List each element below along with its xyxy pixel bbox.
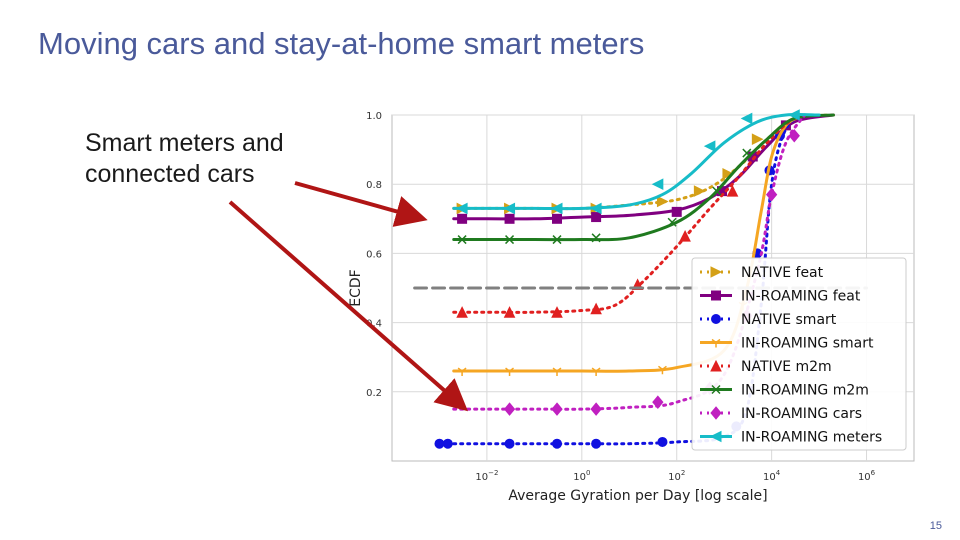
- data-point: [726, 185, 739, 197]
- data-point: [457, 235, 467, 245]
- data-point: [703, 140, 716, 152]
- legend-entry: NATIVE m2m: [741, 359, 832, 375]
- data-point: [552, 438, 563, 449]
- data-point: [591, 367, 601, 377]
- data-point: [552, 213, 563, 224]
- y-tick-label: 0.2: [366, 388, 382, 399]
- data-point: [589, 202, 602, 215]
- data-point: [788, 109, 800, 121]
- series-line: [452, 113, 835, 242]
- data-point: [503, 402, 516, 416]
- data-point: [788, 128, 800, 143]
- legend-entry: IN-ROAMING smart: [741, 336, 874, 352]
- callout-arrows: [228, 181, 469, 412]
- legend-marker: [711, 314, 721, 324]
- data-point: [679, 229, 691, 242]
- legend-marker: [710, 359, 722, 372]
- data-point: [667, 217, 677, 227]
- series-line: [452, 112, 821, 211]
- callout-text: Smart meters and connected cars: [85, 128, 284, 190]
- data-point: [457, 213, 468, 224]
- series-5: [452, 113, 835, 245]
- data-point: [505, 235, 515, 245]
- legend-marker: [710, 266, 723, 278]
- y-tick-label: 0.4: [366, 319, 382, 330]
- data-point: [505, 367, 515, 377]
- data-point: [722, 168, 735, 180]
- page-number: 15: [929, 520, 942, 532]
- data-point: [742, 148, 752, 158]
- data-point: [591, 233, 601, 243]
- callout-line-2: connected cars: [85, 160, 255, 188]
- data-point: [591, 212, 602, 223]
- callout-line-1: Smart meters and: [85, 129, 284, 157]
- data-point: [740, 112, 753, 125]
- data-point: [550, 202, 563, 215]
- x-tick-label: 106: [858, 469, 876, 483]
- data-point: [551, 306, 563, 318]
- series-line: [452, 113, 821, 314]
- series-7: [452, 109, 821, 215]
- data-point: [751, 133, 764, 146]
- x-tick-label: 10−2: [475, 469, 498, 483]
- data-point: [656, 195, 669, 208]
- data-point: [434, 438, 445, 449]
- callout-arrow-cars: [228, 200, 469, 412]
- legend-entry: IN-ROAMING feat: [741, 289, 861, 305]
- data-point: [591, 438, 602, 449]
- data-point: [657, 365, 667, 375]
- axes: 0.2 0.4 0.6 0.8 1.0 10−2 100 102 104 106 Average G…: [348, 111, 876, 504]
- series-line: [452, 113, 807, 411]
- legend-marker: [709, 430, 722, 443]
- data-point: [503, 306, 516, 318]
- x-axis-label: Average Gyration per Day [log scale]: [508, 488, 767, 504]
- data-point: [765, 187, 778, 202]
- legend-marker: [710, 406, 722, 420]
- y-tick-label: 0.6: [366, 249, 382, 260]
- data-point: [590, 302, 602, 315]
- legend-entry: IN-ROAMING m2m: [741, 383, 869, 399]
- data-point: [504, 213, 515, 224]
- data-point: [712, 186, 722, 196]
- data-point: [652, 395, 664, 409]
- data-point: [455, 202, 468, 215]
- data-point: [442, 438, 453, 449]
- data-point: [651, 178, 664, 191]
- legend: NATIVE feat IN-ROAMING feat NATIVE smart IN…: [691, 257, 907, 451]
- series-4: [452, 113, 821, 318]
- data-point: [504, 438, 515, 449]
- legend-entry: NATIVE smart: [741, 312, 837, 328]
- data-point: [657, 436, 668, 447]
- legend-entry: NATIVE feat: [741, 265, 824, 281]
- legend-entry: IN-ROAMING meters: [741, 430, 882, 446]
- x-tick-label: 100: [573, 469, 590, 483]
- x-tick-label: 104: [763, 469, 781, 483]
- legend-entry: IN-ROAMING cars: [741, 406, 862, 422]
- data-point: [552, 235, 562, 245]
- data-point: [457, 367, 467, 377]
- x-tick-label: 102: [668, 469, 685, 483]
- callout-arrow-meters: [294, 181, 428, 227]
- legend-marker: [711, 384, 721, 395]
- data-point: [551, 402, 563, 416]
- legend-marker: [711, 290, 721, 301]
- data-point: [456, 306, 468, 318]
- data-point: [503, 202, 516, 215]
- data-point: [671, 206, 682, 217]
- y-axis-label: ECDF: [348, 269, 364, 306]
- legend-marker: [711, 338, 721, 348]
- y-tick-label: 1.0: [366, 111, 382, 122]
- slide-title: Moving cars and stay-at-home smart meter…: [38, 26, 645, 61]
- legend-box: [691, 257, 907, 451]
- y-tick-label: 0.8: [366, 180, 382, 191]
- data-point: [590, 402, 602, 416]
- data-point: [693, 185, 706, 197]
- data-point: [552, 367, 562, 377]
